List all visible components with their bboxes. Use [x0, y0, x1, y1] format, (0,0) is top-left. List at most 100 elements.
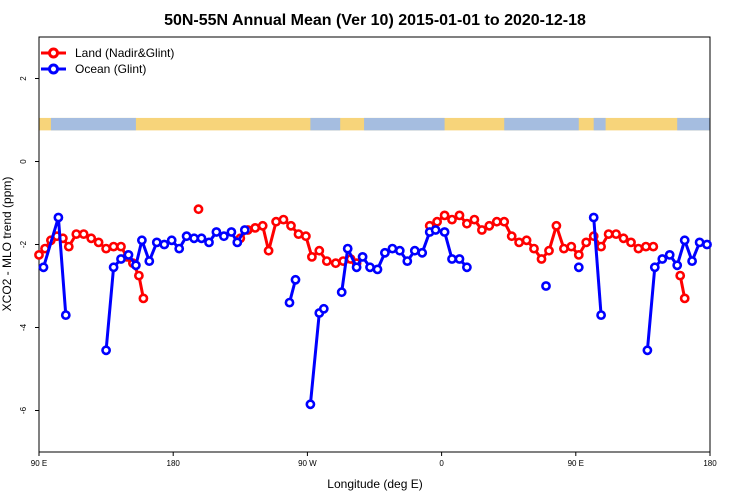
data-point-land [514, 237, 524, 248]
data-point-land [138, 293, 149, 304]
data-point-ocean [439, 227, 450, 237]
data-point-land [300, 231, 311, 242]
data-point-land [469, 214, 480, 225]
data-point-land [432, 216, 442, 227]
ocean-mask-fill [593, 117, 606, 131]
data-point-land [581, 237, 592, 248]
data-point-ocean [379, 247, 390, 258]
data-point-ocean [232, 237, 243, 248]
data-point-land [286, 220, 296, 231]
data-point-land [529, 243, 539, 254]
data-point-ocean [318, 303, 329, 314]
data-point-land [133, 270, 144, 281]
data-point-land [566, 241, 577, 252]
ocean-mask-fill [504, 117, 579, 131]
data-point-land [263, 245, 274, 256]
legend-label-land: Land (Nadir&Glint) [75, 46, 174, 60]
data-point-ocean [166, 235, 177, 246]
land-mask-band [39, 117, 710, 131]
data-point-ocean [159, 239, 170, 250]
data-point-ocean [461, 262, 472, 273]
data-point-land [484, 220, 495, 231]
data-point-land [476, 225, 487, 235]
data-point-ocean [357, 251, 368, 262]
data-point-ocean [657, 254, 668, 264]
data-point-ocean [430, 225, 441, 235]
data-point-ocean [284, 297, 295, 308]
data-point-land [536, 254, 547, 264]
data-point-land [454, 210, 465, 221]
series-line-land [37, 232, 145, 299]
data-point-land [101, 243, 111, 254]
ocean-mask-fill [310, 117, 341, 131]
data-point-ocean [218, 231, 229, 242]
data-point-ocean [394, 245, 405, 256]
data-point-land [521, 235, 532, 246]
data-point-ocean [123, 249, 134, 260]
data-point-ocean [226, 227, 237, 237]
data-point-ocean [239, 225, 250, 235]
y-tick-label: -4 [19, 323, 28, 331]
data-point-land [78, 229, 89, 239]
y-tick-label: -6 [19, 406, 28, 414]
data-point-ocean [573, 262, 584, 273]
y-axis-label: XCO2 - MLO trend (ppm) [0, 177, 14, 312]
data-point-land [626, 237, 636, 248]
data-point-land [611, 229, 621, 239]
data-point-land [633, 243, 644, 254]
data-point-ocean [642, 345, 653, 356]
series-line-ocean [592, 217, 603, 316]
data-point-ocean [144, 256, 155, 266]
x-axis: 90 E 180 90 W 0 90 E 180 [31, 452, 717, 468]
data-point-ocean [447, 254, 457, 264]
data-point-ocean [672, 260, 683, 271]
data-point-land [306, 251, 317, 262]
data-point-ocean [211, 227, 222, 237]
data-point-land [679, 293, 690, 304]
data-point-ocean [687, 256, 697, 266]
series-line-ocean [645, 238, 708, 351]
data-point-land [116, 241, 126, 252]
data-point-ocean [664, 249, 675, 260]
data-point-ocean [541, 281, 551, 291]
data-point-ocean [151, 237, 162, 248]
data-point-ocean [116, 254, 126, 264]
data-point-ocean [596, 310, 606, 320]
data-point-ocean [174, 243, 185, 254]
x-tick-label: 180 [167, 459, 181, 468]
x-tick-label: 90 E [31, 459, 47, 468]
data-point-ocean [336, 287, 347, 298]
data-point-land [314, 245, 325, 256]
data-point-ocean [402, 256, 413, 266]
data-point-ocean [290, 274, 301, 285]
x-tick-label: 90 W [298, 459, 317, 468]
data-point-land [257, 220, 268, 231]
data-point-ocean [53, 212, 64, 223]
data-point-land [193, 204, 204, 215]
data-point-land [461, 218, 472, 229]
y-tick-label: -2 [19, 240, 28, 248]
data-point-ocean [702, 239, 712, 250]
data-point-land [559, 243, 569, 254]
legend-marker-land [48, 47, 59, 59]
series-line-ocean [308, 307, 325, 405]
data-point-land [34, 249, 44, 260]
data-point-land [551, 220, 562, 231]
x-tick-label: 180 [703, 459, 717, 468]
x-tick-label: 90 E [568, 459, 584, 468]
ocean-mask-fill [50, 117, 136, 131]
y-tick-label: 2 [19, 76, 28, 81]
data-point-ocean [679, 235, 690, 246]
data-point-land [544, 245, 554, 256]
data-point-ocean [454, 254, 465, 264]
data-point-ocean [181, 231, 192, 242]
data-point-ocean [130, 260, 141, 271]
data-point-land [439, 210, 450, 221]
x-axis-label: Longitude (deg E) [327, 477, 422, 491]
data-point-ocean [342, 243, 353, 254]
data-point-ocean [136, 235, 147, 246]
data-point-land [618, 233, 629, 244]
data-point-land [603, 229, 614, 239]
y-axis: 2 0 -2 -4 -6 [19, 76, 39, 414]
